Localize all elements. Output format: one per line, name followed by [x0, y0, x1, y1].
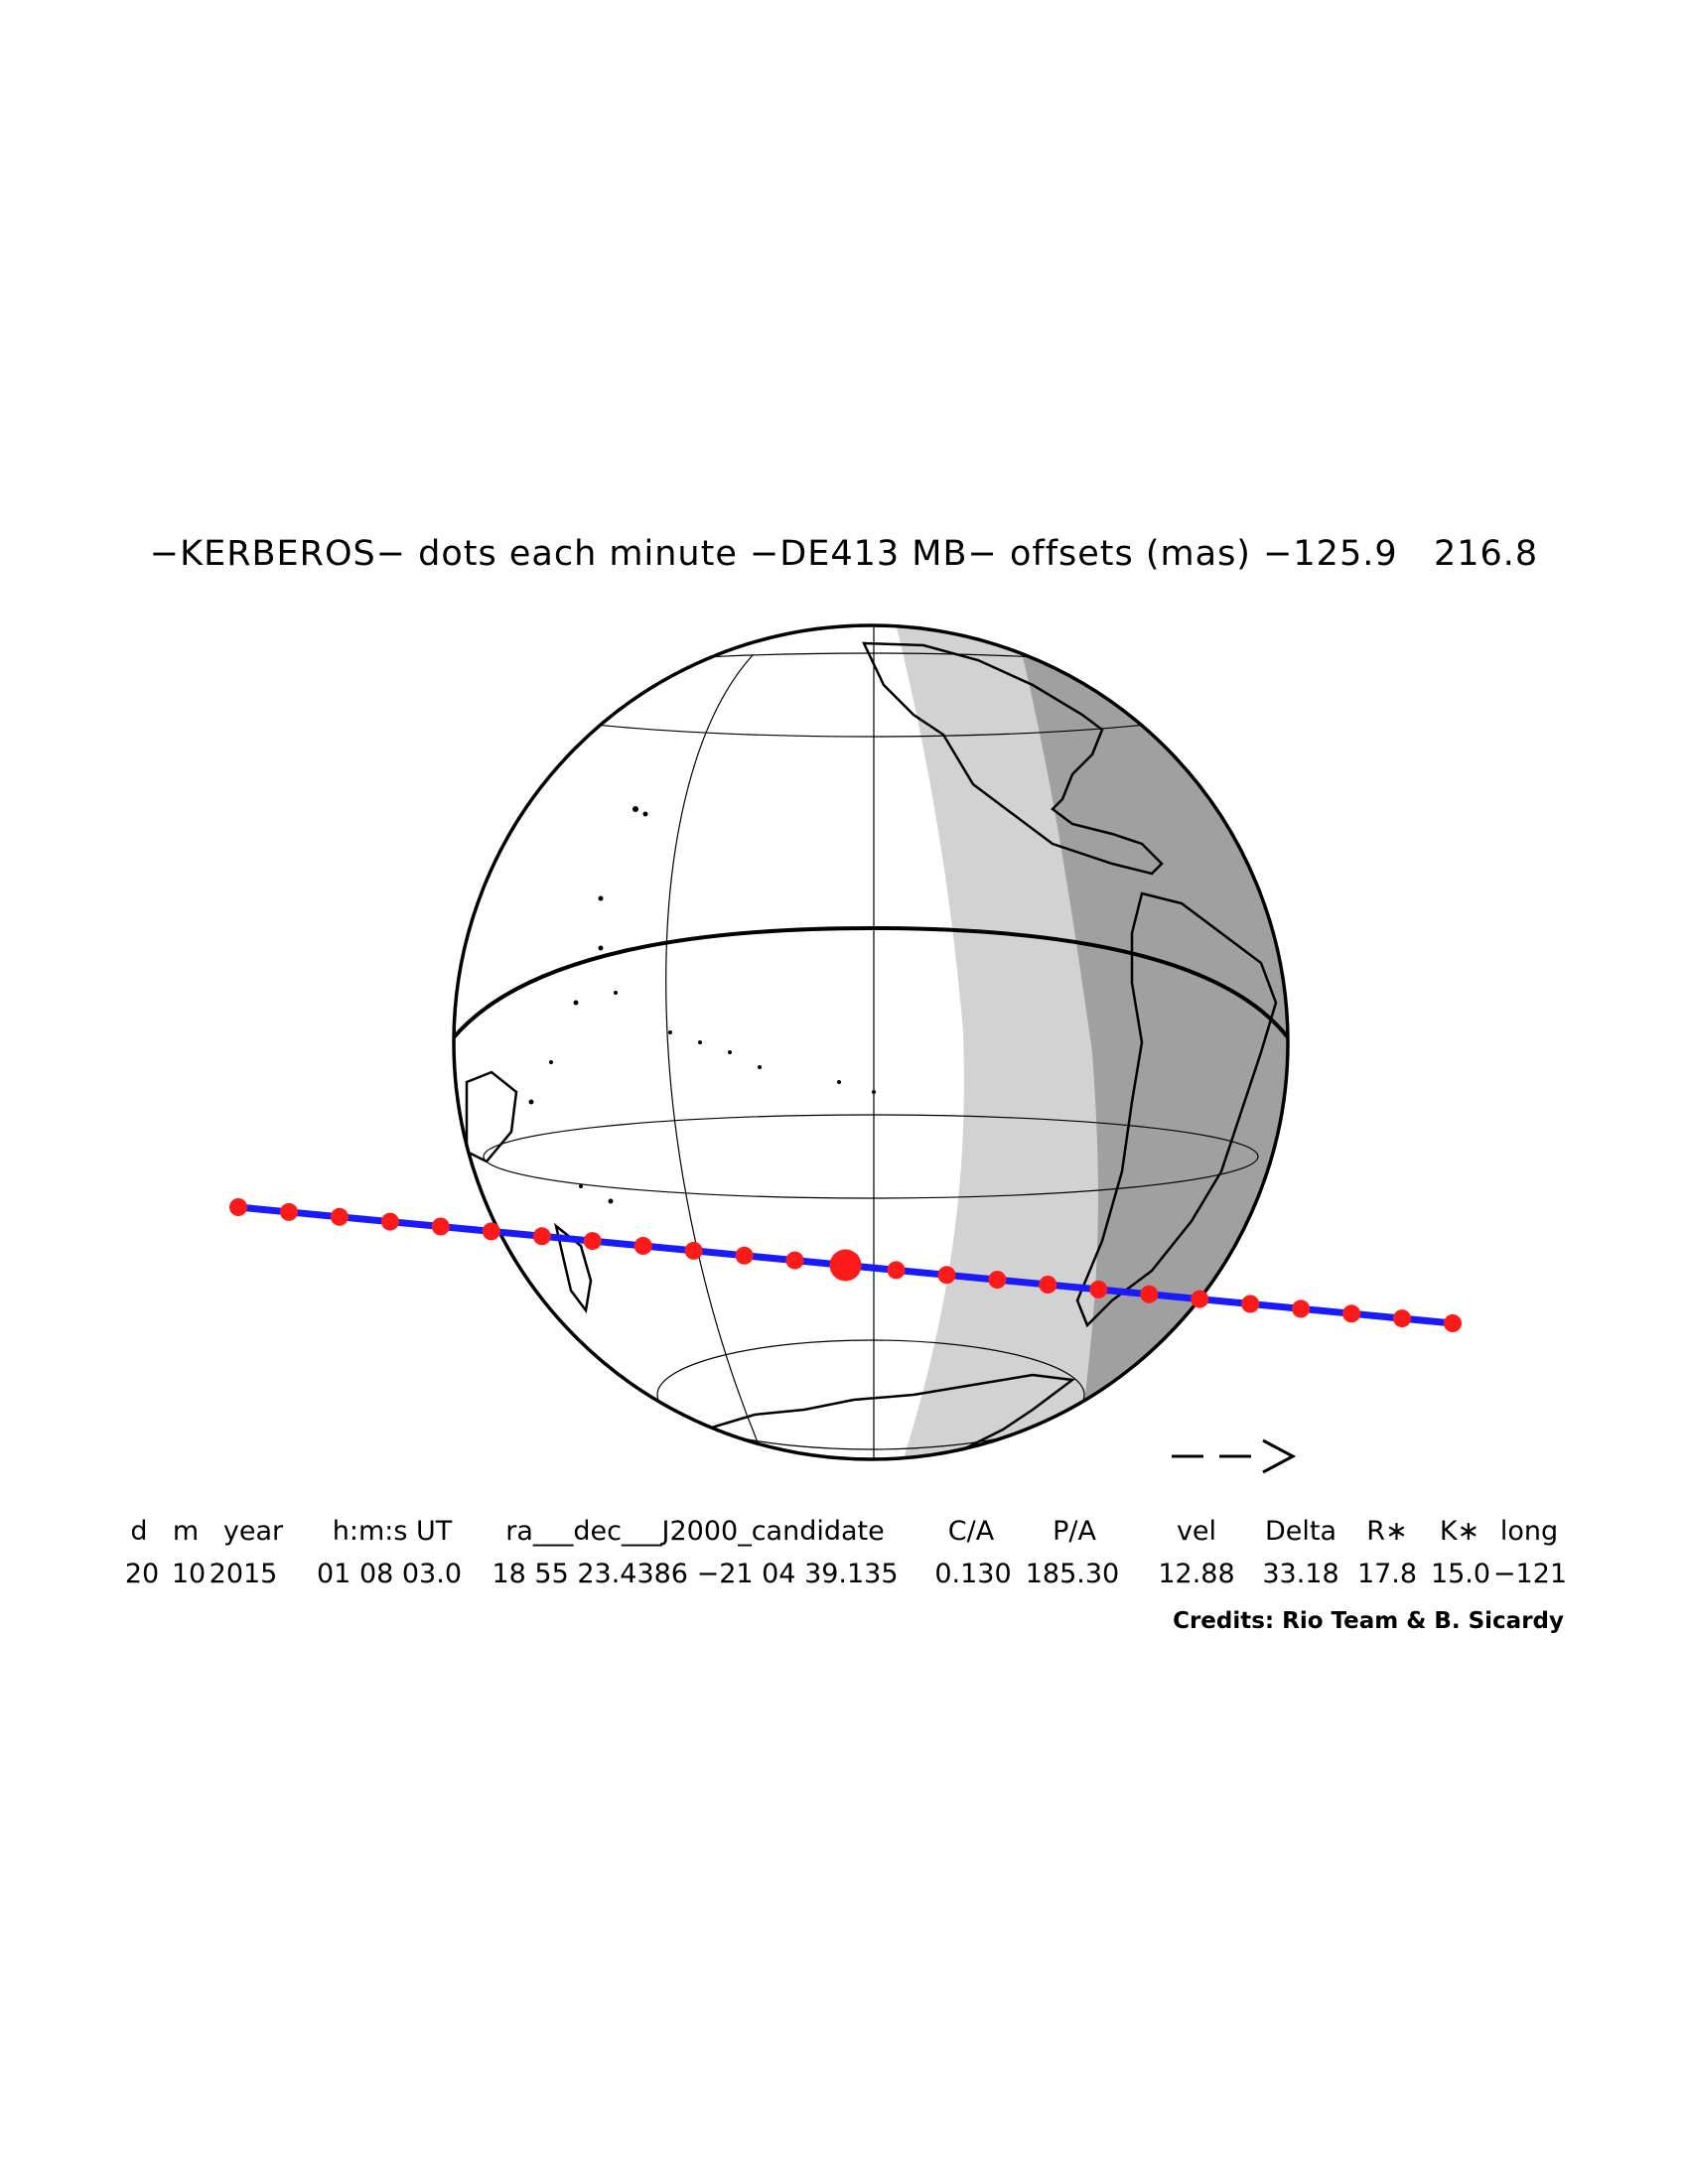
arrow-head [1262, 1438, 1297, 1474]
minute-dot [735, 1246, 754, 1265]
minute-dot [431, 1217, 450, 1236]
table-value-cell: 01 08 03.0 [317, 1559, 462, 1589]
table-value-cell: 12.88 [1158, 1559, 1235, 1589]
minute-dot [1241, 1295, 1260, 1313]
table-value-cell: 20 [124, 1559, 160, 1589]
minute-dot [1342, 1304, 1361, 1323]
table-value-cell: 2015 [209, 1559, 278, 1589]
minute-dot [330, 1207, 349, 1226]
parallel-line [483, 1114, 1259, 1199]
chart-title: −KERBEROS− dots each minute −DE413 MB− o… [149, 534, 1539, 574]
direction-arrow [1172, 1438, 1297, 1474]
minute-dot [633, 1237, 652, 1255]
minute-dot [482, 1222, 500, 1241]
table-header-cell: K∗ [1439, 1516, 1480, 1547]
table-header-cell: vel [1176, 1516, 1217, 1547]
north-america-outline [861, 641, 1164, 876]
table-header-cell: R∗ [1366, 1516, 1408, 1547]
minute-dot [1444, 1314, 1462, 1332]
table-header-cell: long [1499, 1516, 1559, 1547]
minute-dot [937, 1266, 956, 1285]
minute-dot [532, 1227, 551, 1246]
minute-dot [380, 1212, 399, 1231]
table-header-cell: m [172, 1516, 200, 1547]
minute-dot [988, 1271, 1007, 1290]
table-value-cell: 33.18 [1262, 1559, 1339, 1589]
parallel-line [656, 1339, 1085, 1450]
table-header-cell: year [222, 1516, 284, 1547]
minute-dot [1191, 1290, 1209, 1308]
table-value-cell: 185.30 [1025, 1559, 1120, 1589]
table-value-cell: 17.8 [1356, 1559, 1418, 1589]
central-instant-dot [829, 1249, 862, 1282]
pacific-islands [528, 806, 876, 1204]
globe-outline [452, 623, 1290, 1461]
minute-dot [1393, 1309, 1411, 1328]
minute-dot [785, 1251, 804, 1270]
minute-dot [583, 1232, 602, 1251]
table-header-cell: h:m:s UT [332, 1516, 453, 1547]
minute-dot [1140, 1285, 1159, 1303]
minute-dot [1089, 1280, 1108, 1298]
minute-dot [1292, 1299, 1311, 1318]
credits-label: Credits: Rio Team & B. Sicardy [1173, 1608, 1564, 1634]
shadow-path-group [229, 1198, 1462, 1332]
minute-dot [1039, 1276, 1057, 1294]
table-value-cell: 10 [171, 1559, 207, 1589]
antarctica-outline [703, 1373, 1076, 1459]
table-value-cell: 18 55 23.4386 −21 04 39.135 [492, 1559, 899, 1589]
table-header-cell: d [130, 1516, 148, 1547]
table-value-cell: −121 [1492, 1559, 1568, 1589]
table-header-cell: Delta [1264, 1516, 1337, 1547]
minute-dot [229, 1198, 247, 1216]
meridian-line [665, 654, 764, 1455]
globe-shading [454, 625, 1288, 1459]
minute-dot [684, 1241, 703, 1260]
table-value-cell: 0.130 [934, 1559, 1012, 1589]
south-america-outline [1075, 891, 1278, 1328]
table-value-cell: 15.0 [1430, 1559, 1491, 1589]
new-zealand-outline [553, 1222, 593, 1314]
equator-line [452, 925, 1290, 1039]
table-header-cell: P/A [1053, 1516, 1096, 1547]
table-header-cell: ra___dec___J2000_candidate [505, 1516, 885, 1547]
minute-dot [280, 1202, 298, 1221]
table-header-cell: C/A [947, 1516, 995, 1547]
minute-dot [887, 1261, 906, 1280]
